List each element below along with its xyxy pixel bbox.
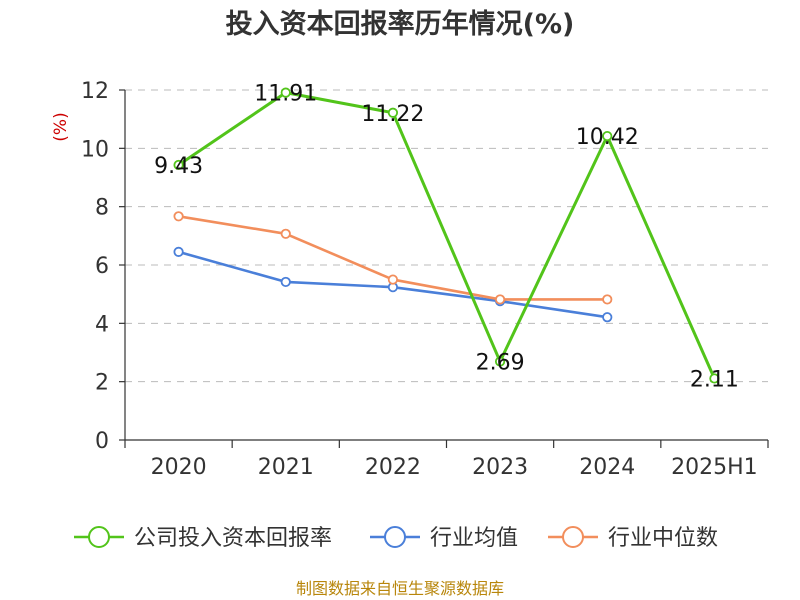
source-note: 制图数据来自恒生聚源数据库 [296, 579, 504, 598]
chart-title: 投入资本回报率历年情况(%) [226, 8, 575, 40]
legend-item: 公司投入资本回报率 [74, 526, 332, 551]
legend-item: 行业均值 [370, 526, 518, 551]
data-point [280, 276, 291, 288]
y-tick-label: 0 [95, 429, 109, 454]
legend-marker [562, 526, 584, 548]
data-point [173, 159, 184, 171]
data-label: 2.11 [690, 367, 739, 392]
data-label: 9.43 [154, 154, 203, 179]
legend-marker [384, 526, 406, 548]
x-tick-label: 2023 [472, 455, 528, 480]
x-tick-label: 2022 [365, 455, 421, 480]
data-point [602, 130, 613, 142]
series-group [173, 87, 720, 384]
legend: 公司投入资本回报率 行业均值 行业中位数 [74, 526, 718, 551]
data-label: 10.42 [576, 125, 639, 150]
legend-marker [88, 526, 110, 548]
data-point [709, 373, 720, 384]
data-labels: 9.43 11.91 11.22 2.69 10.42 2.11 [154, 82, 739, 393]
legend-label: 公司投入资本回报率 [134, 526, 332, 551]
data-point [173, 246, 184, 257]
data-point [602, 294, 613, 305]
series-0 [173, 87, 720, 384]
data-point [494, 294, 506, 305]
data-point [602, 312, 613, 323]
y-tick-label: 8 [95, 196, 109, 221]
y-tick-labels: 0 2 4 6 8 10 12 [81, 79, 109, 454]
series-2 [173, 211, 613, 305]
y-tick-label: 4 [95, 312, 109, 337]
data-label: 11.91 [254, 82, 317, 107]
data-label: 2.69 [476, 351, 525, 376]
x-tick-label: 2021 [258, 455, 314, 480]
y-tick-label: 12 [81, 79, 109, 104]
data-point [387, 274, 399, 285]
y-tick-label: 2 [95, 371, 109, 396]
y-tick-label: 6 [95, 254, 109, 279]
data-label: 11.22 [361, 102, 424, 127]
y-tick-label: 10 [81, 137, 109, 162]
data-point [494, 356, 506, 367]
legend-item: 行业中位数 [548, 526, 718, 551]
series-line [177, 91, 716, 380]
legend-label: 行业中位数 [608, 526, 718, 551]
data-point [173, 211, 184, 222]
y-axis-label: (%) [51, 112, 71, 141]
x-tick-labels: 2020 2021 2022 2023 2024 2025H1 [151, 455, 758, 480]
x-tick-label: 2025H1 [671, 455, 758, 480]
data-point [280, 87, 291, 98]
grid-lines [125, 89, 768, 383]
x-tick-label: 2024 [579, 455, 635, 480]
data-point [280, 228, 291, 239]
data-point [387, 107, 399, 118]
x-tick-label: 2020 [151, 455, 207, 480]
legend-label: 行业均值 [430, 526, 518, 551]
axes [119, 89, 769, 448]
